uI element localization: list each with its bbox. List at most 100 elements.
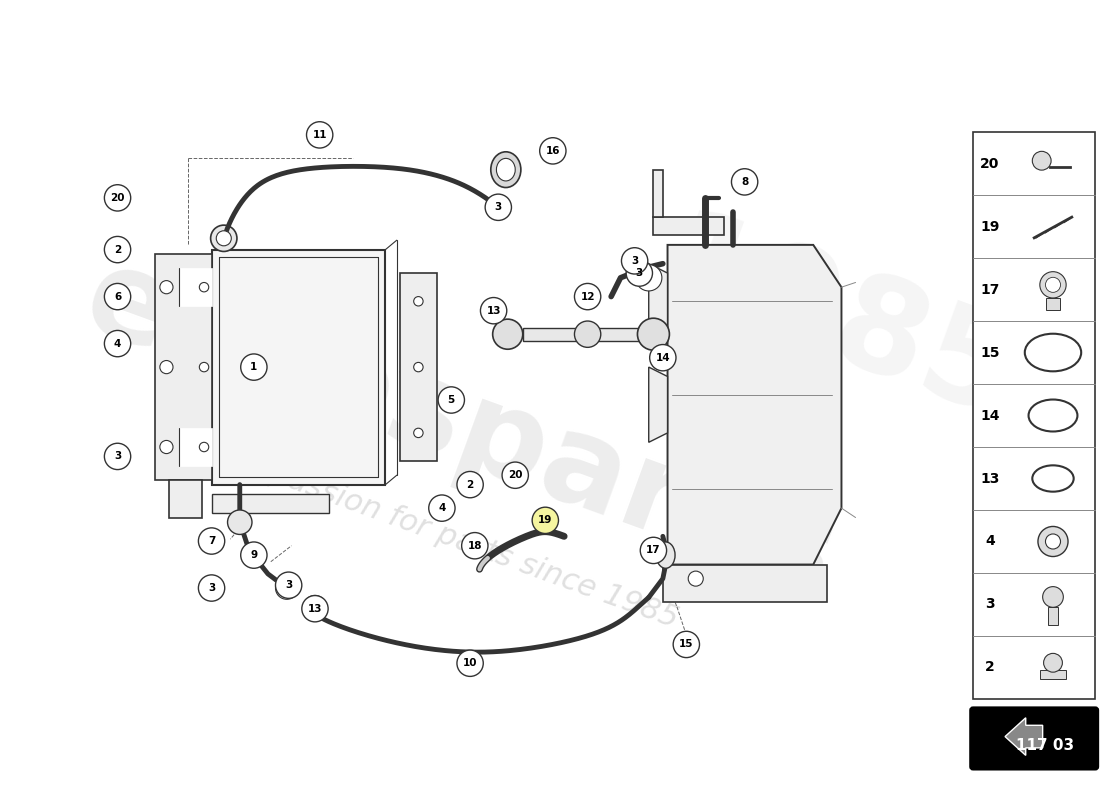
Circle shape bbox=[198, 528, 224, 554]
Text: 7: 7 bbox=[208, 536, 216, 546]
Text: 1985: 1985 bbox=[642, 202, 1031, 447]
Text: 3: 3 bbox=[114, 451, 121, 462]
Polygon shape bbox=[974, 132, 1096, 699]
Polygon shape bbox=[178, 268, 211, 306]
Circle shape bbox=[574, 283, 601, 310]
Text: 3: 3 bbox=[986, 598, 994, 611]
Circle shape bbox=[414, 428, 424, 438]
Text: 15: 15 bbox=[679, 639, 694, 650]
Polygon shape bbox=[399, 273, 437, 461]
Circle shape bbox=[485, 194, 512, 221]
Text: 20: 20 bbox=[508, 470, 522, 480]
Text: 18: 18 bbox=[468, 541, 482, 550]
Polygon shape bbox=[649, 264, 668, 339]
Circle shape bbox=[228, 510, 252, 534]
Text: 4: 4 bbox=[438, 503, 446, 513]
Circle shape bbox=[462, 533, 488, 559]
Text: 19: 19 bbox=[980, 219, 1000, 234]
Circle shape bbox=[732, 169, 758, 195]
Text: 3: 3 bbox=[285, 580, 293, 590]
Text: 14: 14 bbox=[656, 353, 670, 362]
Circle shape bbox=[1038, 526, 1068, 557]
Text: 20: 20 bbox=[110, 193, 124, 203]
Text: 5: 5 bbox=[448, 395, 455, 405]
Polygon shape bbox=[649, 367, 668, 442]
Text: 14: 14 bbox=[980, 409, 1000, 422]
Circle shape bbox=[493, 319, 522, 350]
Text: 10: 10 bbox=[463, 658, 477, 668]
Circle shape bbox=[640, 538, 667, 563]
Polygon shape bbox=[653, 217, 724, 235]
Circle shape bbox=[1040, 272, 1066, 298]
Text: 16: 16 bbox=[546, 146, 560, 156]
Text: 15: 15 bbox=[980, 346, 1000, 359]
Ellipse shape bbox=[657, 542, 675, 568]
Text: 4: 4 bbox=[114, 338, 121, 349]
Circle shape bbox=[650, 345, 676, 371]
Circle shape bbox=[636, 265, 662, 291]
Circle shape bbox=[1044, 654, 1063, 672]
Circle shape bbox=[304, 595, 327, 618]
Circle shape bbox=[104, 237, 131, 262]
Circle shape bbox=[217, 230, 231, 246]
Circle shape bbox=[104, 330, 131, 357]
Text: 117 03: 117 03 bbox=[1016, 738, 1075, 754]
Circle shape bbox=[307, 122, 333, 148]
Polygon shape bbox=[653, 170, 663, 217]
Text: 3: 3 bbox=[208, 583, 216, 593]
Circle shape bbox=[532, 507, 559, 534]
Circle shape bbox=[199, 282, 209, 292]
Text: a passion for parts since 1985: a passion for parts since 1985 bbox=[239, 449, 682, 634]
Text: 20: 20 bbox=[980, 157, 1000, 170]
Polygon shape bbox=[522, 328, 649, 341]
Text: 19: 19 bbox=[538, 515, 552, 526]
Polygon shape bbox=[668, 245, 842, 565]
Circle shape bbox=[456, 650, 483, 677]
Circle shape bbox=[199, 362, 209, 372]
Circle shape bbox=[275, 572, 301, 598]
Circle shape bbox=[621, 248, 648, 274]
Circle shape bbox=[198, 575, 224, 601]
Text: 13: 13 bbox=[980, 471, 1000, 486]
Circle shape bbox=[414, 362, 424, 372]
Text: eurospares: eurospares bbox=[68, 236, 853, 620]
Circle shape bbox=[488, 198, 508, 217]
Text: 2: 2 bbox=[986, 661, 994, 674]
Circle shape bbox=[637, 318, 670, 350]
Circle shape bbox=[104, 283, 131, 310]
Polygon shape bbox=[211, 494, 329, 513]
Text: 11: 11 bbox=[312, 130, 327, 140]
Text: 17: 17 bbox=[646, 546, 661, 555]
Text: 3: 3 bbox=[495, 202, 502, 212]
Text: 8: 8 bbox=[741, 177, 748, 187]
Circle shape bbox=[275, 577, 298, 599]
Circle shape bbox=[104, 185, 131, 211]
Circle shape bbox=[429, 495, 455, 522]
Circle shape bbox=[689, 571, 703, 586]
Circle shape bbox=[1045, 278, 1060, 292]
Circle shape bbox=[502, 462, 528, 488]
Text: 9: 9 bbox=[251, 550, 257, 560]
Circle shape bbox=[160, 361, 173, 374]
Circle shape bbox=[1045, 534, 1060, 549]
Text: 12: 12 bbox=[581, 291, 595, 302]
Circle shape bbox=[626, 260, 652, 286]
Text: 6: 6 bbox=[114, 291, 121, 302]
Circle shape bbox=[301, 595, 328, 622]
Circle shape bbox=[456, 471, 483, 498]
Text: 13: 13 bbox=[486, 306, 500, 316]
Circle shape bbox=[673, 631, 700, 658]
Text: 1: 1 bbox=[250, 362, 257, 372]
Polygon shape bbox=[178, 428, 211, 466]
Ellipse shape bbox=[491, 152, 521, 187]
Text: 13: 13 bbox=[308, 604, 322, 614]
Circle shape bbox=[438, 387, 464, 413]
Circle shape bbox=[199, 442, 209, 452]
Polygon shape bbox=[663, 565, 827, 602]
Text: 2: 2 bbox=[114, 245, 121, 254]
Text: 3: 3 bbox=[631, 256, 638, 266]
Circle shape bbox=[414, 297, 424, 306]
Circle shape bbox=[1043, 586, 1064, 607]
Circle shape bbox=[160, 281, 173, 294]
Circle shape bbox=[574, 321, 601, 347]
